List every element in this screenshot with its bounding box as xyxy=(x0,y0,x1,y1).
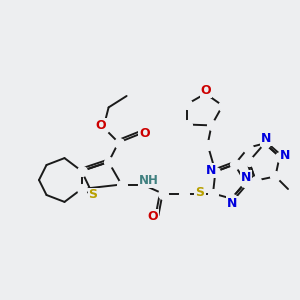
Text: N: N xyxy=(261,131,271,145)
Text: N: N xyxy=(261,131,271,145)
Text: O: O xyxy=(139,127,150,140)
Text: O: O xyxy=(201,83,212,97)
Text: O: O xyxy=(95,118,106,132)
Text: N: N xyxy=(241,171,251,184)
Text: O: O xyxy=(148,209,158,223)
Text: S: S xyxy=(196,185,205,199)
Text: N: N xyxy=(227,196,237,210)
Text: N: N xyxy=(280,148,290,162)
Text: N: N xyxy=(241,171,251,184)
Text: S: S xyxy=(88,188,98,202)
Text: NH: NH xyxy=(139,174,159,188)
Text: O: O xyxy=(95,118,106,132)
Text: O: O xyxy=(201,83,212,97)
Text: S: S xyxy=(88,188,98,202)
Text: N: N xyxy=(227,196,237,210)
Text: N: N xyxy=(206,164,216,177)
Text: S: S xyxy=(196,185,205,199)
Text: O: O xyxy=(148,209,158,223)
Text: O: O xyxy=(139,127,150,140)
Text: N: N xyxy=(280,148,290,162)
Text: N: N xyxy=(206,164,216,177)
Text: NH: NH xyxy=(139,174,159,188)
